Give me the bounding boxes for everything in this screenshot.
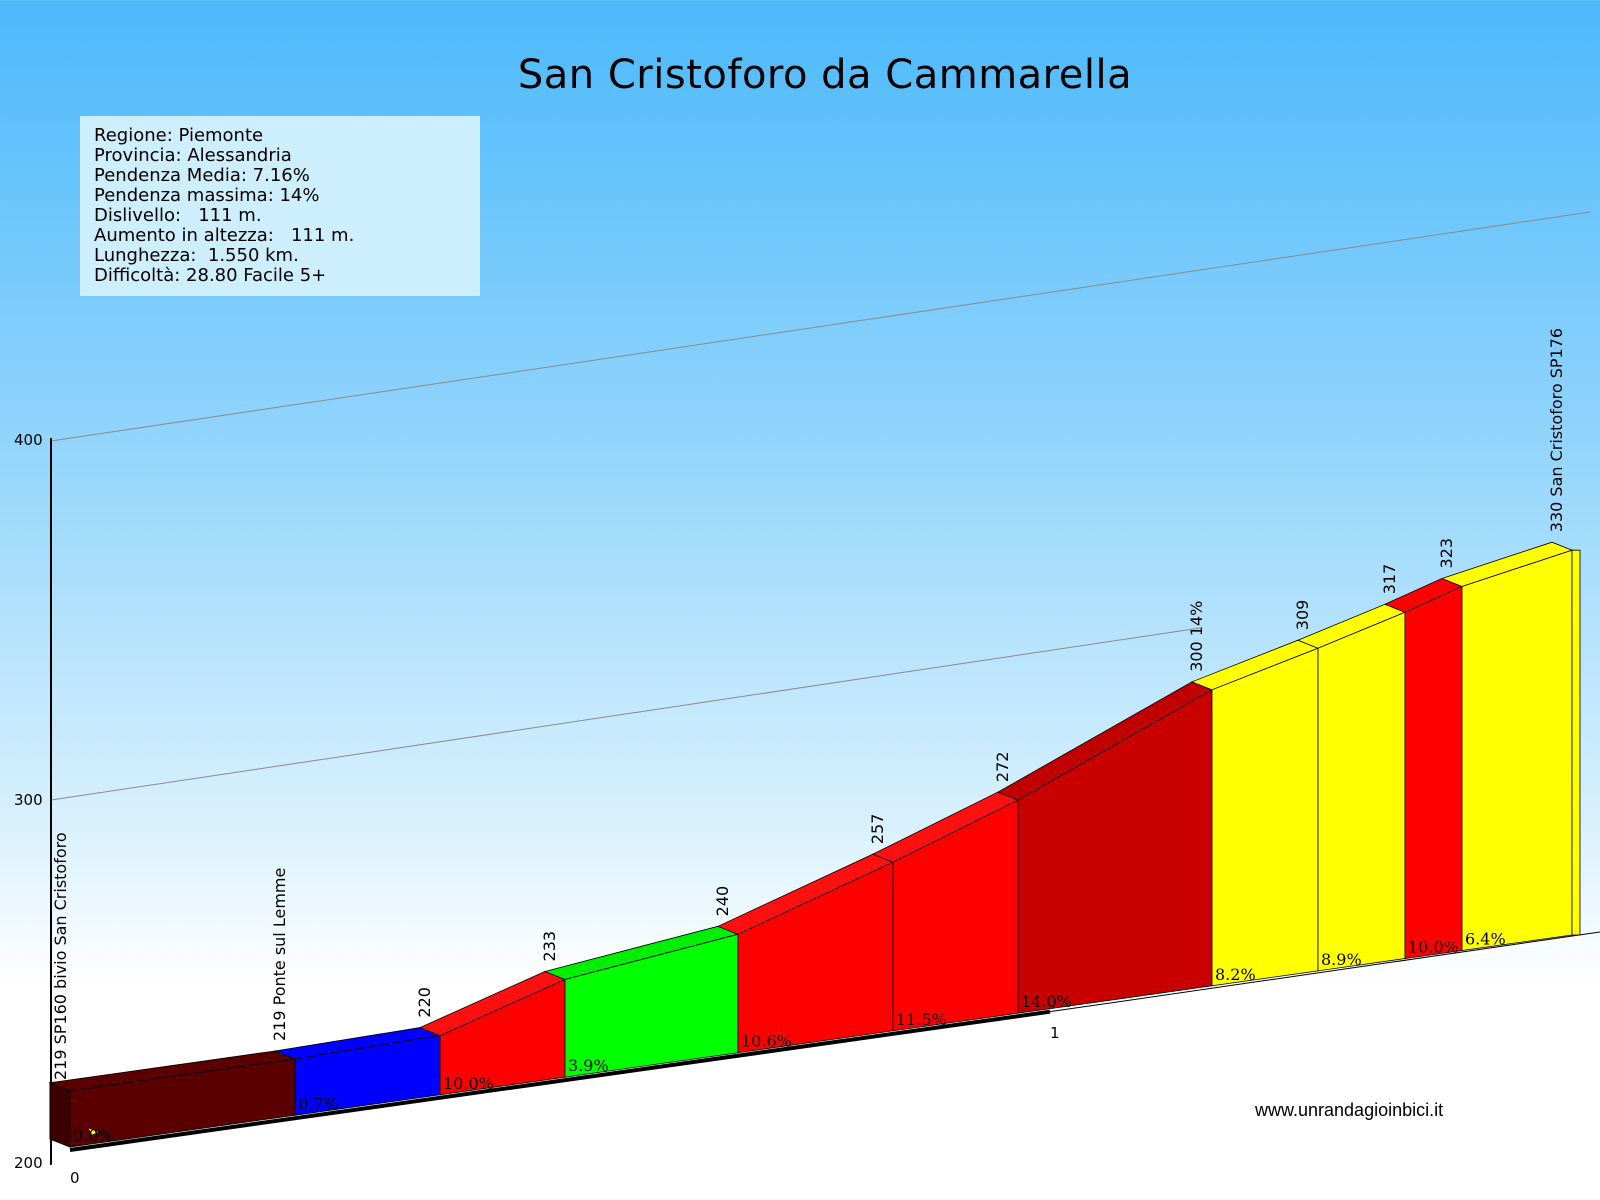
segment-7: [1211, 647, 1319, 987]
base-floor: [51, 931, 1600, 1165]
y-tick-200: 200: [14, 1154, 43, 1172]
grade-label-3: 3.9%: [568, 1056, 609, 1075]
info-provincia: Provincia: Alessandria: [94, 145, 292, 166]
info-dislivello: Dislivello: 111 m.: [94, 205, 262, 226]
point-label-5: 257: [868, 814, 887, 845]
gridline-300: [50, 627, 1201, 801]
grade-label-10: 6.4%: [1465, 930, 1506, 949]
start-marker-icon: [87, 1127, 100, 1136]
x-tick-1: 1: [1050, 1024, 1060, 1042]
distance-axis-line: [69, 1009, 1051, 1152]
info-pendenza-massima: Pendenza massima: 14%: [94, 185, 320, 206]
axis-layer: 400 300 200: [14, 431, 52, 1172]
point-label-2: 220: [415, 987, 434, 1018]
profile-right-cap: [1571, 549, 1581, 936]
website-label: www.unrandagioinbici.it: [1255, 1100, 1444, 1120]
point-label-4: 240: [713, 886, 732, 917]
point-label-7: 300 14%: [1187, 601, 1206, 672]
info-regione: Regione: Piemonte: [94, 125, 264, 146]
grade-label-5: 11.5%: [896, 1010, 947, 1029]
info-pendenza-media: Pendenza Media: 7.16%: [94, 165, 310, 186]
grade-label-2: 10.0%: [443, 1074, 494, 1093]
grade-label-8: 8.9%: [1321, 950, 1362, 969]
segment-10: [1461, 549, 1573, 951]
info-lunghezza: Lunghezza: 1.550 km.: [94, 245, 299, 266]
point-label-3: 233: [540, 931, 559, 962]
grade-label-7: 8.2%: [1215, 965, 1256, 984]
info-aumento: Aumento in altezza: 111 m.: [94, 225, 355, 246]
info-difficolta: Difficoltà: 28.80 Facile 5+: [94, 265, 327, 286]
y-tick-300: 300: [14, 791, 43, 809]
gridline-400: [50, 211, 1591, 442]
floor-edge-line: [1049, 931, 1600, 1013]
x-axis-layer: 0 1: [70, 1024, 1060, 1187]
grade-label-6: 14.0%: [1021, 992, 1072, 1011]
label-layer: 0.0% 0.7% 10.0% 3.9% 10.6% 11.5% 14.0% 8.2% 8.9%…: [51, 328, 1566, 1145]
info-box: Regione: Piemonte Provincia: Alessandria…: [80, 116, 480, 296]
segment-9: [1404, 585, 1463, 960]
profile-left-side: [49, 1082, 71, 1148]
point-label-8: 309: [1293, 600, 1312, 631]
grade-label-4: 10.6%: [741, 1032, 792, 1051]
grade-label-1: 0.7%: [298, 1094, 339, 1113]
y-tick-400: 400: [14, 431, 43, 449]
point-label-10: 323: [1437, 538, 1456, 569]
grade-label-0: 0.0%: [73, 1126, 114, 1145]
grade-label-9: 10.0%: [1408, 938, 1459, 957]
grid-layer: [50, 211, 1591, 801]
point-label-0: 219 SP160 bivio San Cristoforo: [51, 832, 70, 1080]
chart-title: San Cristoforo da Cammarella: [517, 52, 1133, 98]
point-label-9: 317: [1380, 564, 1399, 595]
point-label-11: 330 San Cristoforo SP176: [1547, 328, 1566, 532]
x-tick-0: 0: [70, 1169, 80, 1187]
point-label-1: 219 Ponte sul Lemme: [270, 868, 289, 1041]
point-label-6: 272: [993, 752, 1012, 783]
profile-layer: [48, 541, 1600, 1165]
segment-8: [1317, 611, 1406, 972]
